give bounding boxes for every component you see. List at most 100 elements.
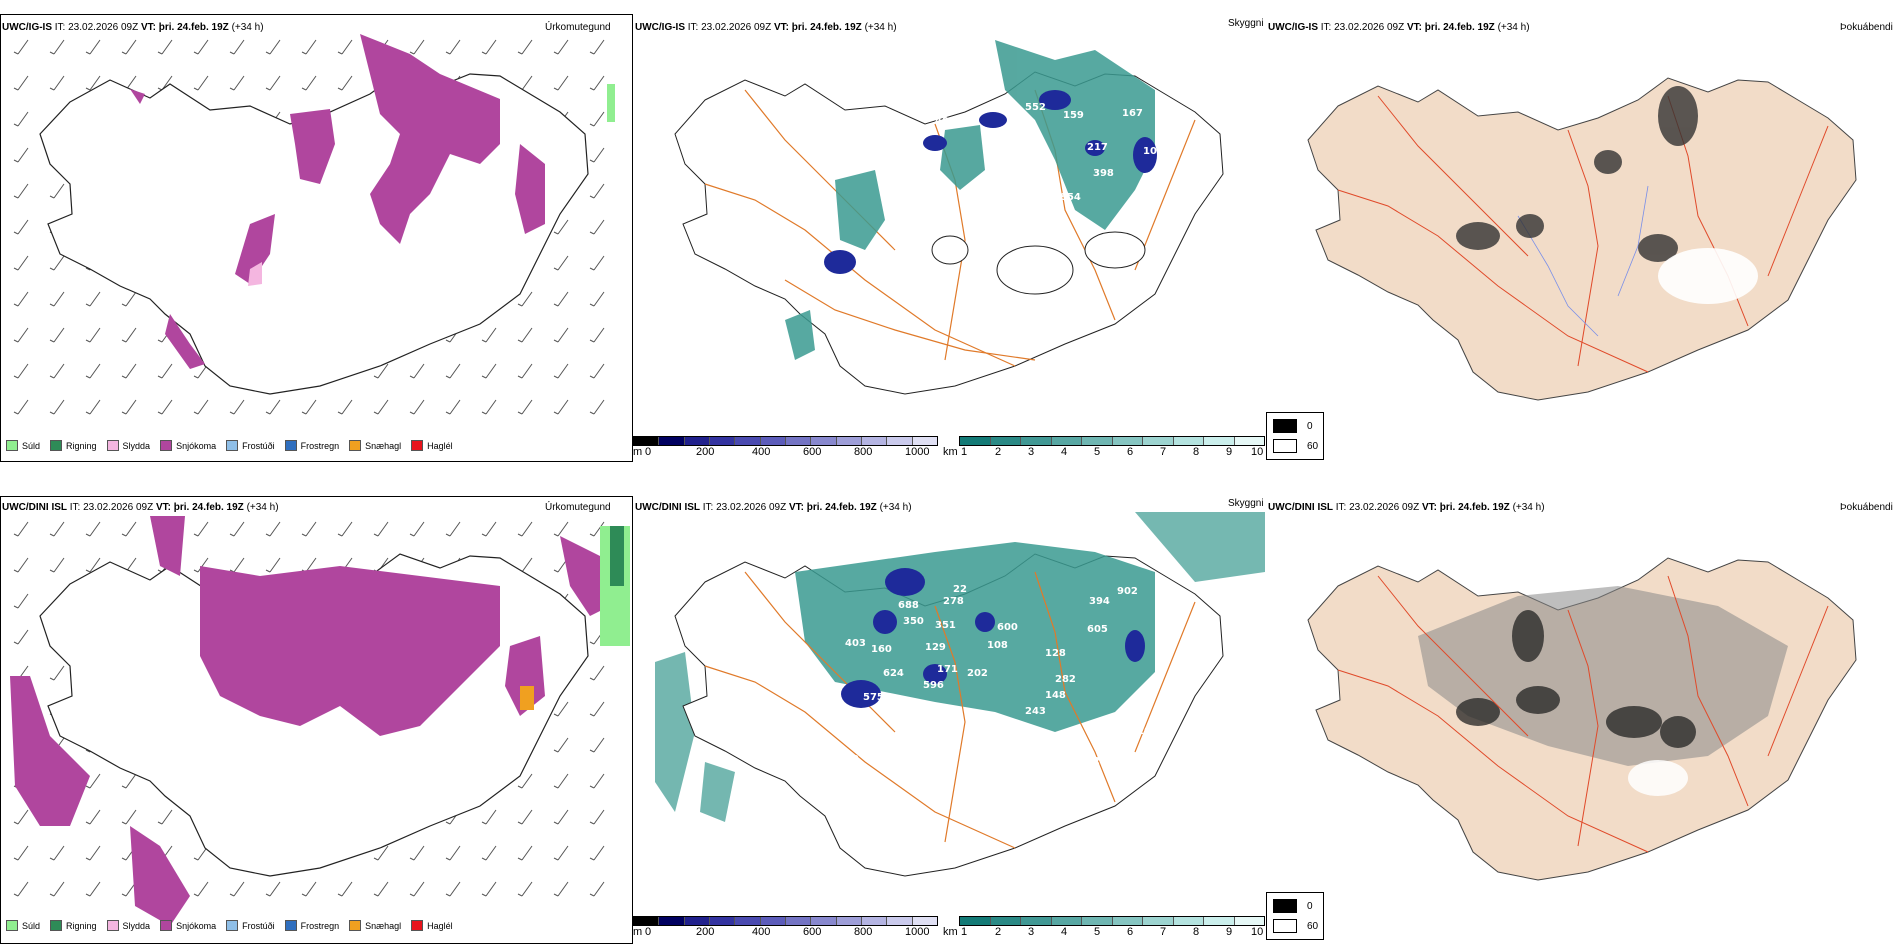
colorbar-segment: [634, 917, 660, 925]
wind-barb: [373, 881, 389, 897]
wind-barb: [481, 521, 497, 537]
colorbar-segment: [1143, 437, 1174, 445]
colorbar-segment: [634, 437, 660, 445]
wind-barb: [553, 845, 569, 861]
wind-barb: [49, 557, 65, 573]
wind-barb: [481, 39, 497, 55]
wind-barb: [85, 363, 101, 379]
drizzle-area: [607, 84, 615, 122]
peak-label: 282: [1055, 674, 1076, 685]
fog-key-swatch-max: [1273, 919, 1297, 933]
fog-index-light: [1628, 760, 1688, 796]
low-visibility-areas: [795, 542, 1155, 732]
precip-header-bottom: UWC/DINI ISL IT: 23.02.2026 09Z VT: þri.…: [2, 502, 279, 513]
wind-barb: [553, 255, 569, 271]
road-network: [1337, 575, 1829, 853]
peak-label: 605: [1087, 624, 1108, 635]
colorbar-segment: [785, 437, 812, 445]
wind-barb: [121, 399, 137, 415]
wind-barb: [589, 75, 605, 91]
rain-area: [610, 526, 624, 586]
wind-barb: [157, 39, 173, 55]
elevation-colorbar-bottom: m 0 200 400 600 800 1000: [633, 916, 938, 940]
colorbar-segment: [912, 437, 937, 445]
wind-barb: [13, 809, 29, 825]
wind-barb: [13, 111, 29, 127]
legend-swatch: [226, 440, 239, 451]
wind-barb: [553, 809, 569, 825]
peak-label: 552: [1025, 102, 1046, 113]
fog-index-dark: [1456, 86, 1698, 262]
wind-barb: [49, 399, 65, 415]
peak-label: 152: [1013, 740, 1034, 751]
wind-barb: [589, 773, 605, 789]
wind-barb: [301, 39, 317, 55]
fog-key-swatch-max: [1273, 439, 1297, 453]
wind-barb: [553, 773, 569, 789]
wind-barb: [553, 701, 569, 717]
fog-header-top: UWC/IG-IS IT: 23.02.2026 09Z VT: þri. 24…: [1268, 22, 1530, 33]
wind-barb: [13, 327, 29, 343]
wind-barb: [517, 363, 533, 379]
wind-barb: [121, 327, 137, 343]
precip-map-bottom: [10, 516, 630, 926]
wind-barb: [13, 593, 29, 609]
legend-swatch: [50, 920, 63, 931]
wind-barb: [121, 39, 137, 55]
wind-barb: [157, 809, 173, 825]
high-elevation-areas: [824, 90, 1157, 278]
colorbar-segment: [960, 437, 991, 445]
wind-barb: [49, 39, 65, 55]
fog-title-bottom: Þokuábendi: [1840, 502, 1893, 513]
fog-index-dark: [1456, 610, 1696, 748]
peak-label: 148: [1045, 690, 1066, 701]
wind-barb: [409, 39, 425, 55]
peak-label: 129: [925, 642, 946, 653]
peak-label: 268: [1093, 756, 1114, 767]
wind-barb: [121, 363, 137, 379]
colorbar-segment: [887, 437, 913, 445]
wind-barb: [13, 557, 29, 573]
wind-barb: [49, 291, 65, 307]
wind-barb: [553, 521, 569, 537]
colorbar-segment: [861, 437, 888, 445]
colorbar-segment: [760, 437, 786, 445]
colorbar-segment: [709, 437, 736, 445]
elevation-colorbar-strip: [633, 916, 938, 926]
wind-barb: [589, 701, 605, 717]
wind-barb: [589, 399, 605, 415]
wind-barb: [301, 881, 317, 897]
wind-barb: [229, 521, 245, 537]
colorbar-segment: [990, 917, 1021, 925]
elevation-colorbar-strip: [633, 436, 938, 446]
peak-label: 22: [953, 584, 967, 595]
wind-barb: [337, 521, 353, 537]
road-network: [704, 571, 1196, 849]
wind-barb: [445, 521, 461, 537]
fog-key-swatch-min: [1273, 899, 1297, 913]
colorbar-segment: [1143, 917, 1174, 925]
wind-barb: [409, 845, 425, 861]
peak-label: 575: [863, 692, 884, 703]
precip-snow-areas: [130, 34, 545, 369]
fog-key-bottom: 0 60: [1266, 892, 1324, 940]
legend-swatch: [50, 440, 63, 451]
wind-barb: [13, 75, 29, 91]
precip-snow-areas: [10, 516, 610, 926]
wind-barb: [157, 399, 173, 415]
wind-barb: [265, 557, 281, 573]
high-elevation-areas: [841, 568, 1145, 708]
visibility-header-bottom: UWC/DINI ISL IT: 23.02.2026 09Z VT: þri.…: [635, 502, 912, 513]
wind-barb: [373, 399, 389, 415]
wind-barb: [373, 845, 389, 861]
wind-barb: [589, 809, 605, 825]
peak-label: 217: [1087, 142, 1108, 153]
wind-barb: [13, 147, 29, 163]
wind-barb: [553, 291, 569, 307]
fog-map-top: [1307, 77, 1857, 401]
wind-barb: [49, 665, 65, 681]
colorbar-segment: [659, 437, 685, 445]
glacier-outlines: [931, 231, 1146, 295]
wind-barb: [49, 363, 65, 379]
wind-barb: [589, 147, 605, 163]
